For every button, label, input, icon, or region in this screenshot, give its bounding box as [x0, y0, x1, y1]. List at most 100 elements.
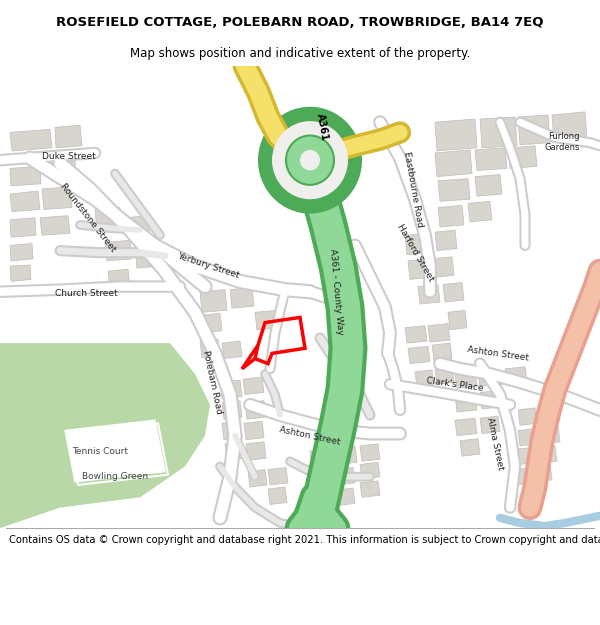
Polygon shape [222, 341, 242, 359]
Polygon shape [268, 487, 287, 504]
Polygon shape [435, 119, 477, 151]
Polygon shape [475, 148, 507, 171]
Polygon shape [220, 380, 242, 399]
Polygon shape [518, 447, 538, 464]
Text: Bowling Green: Bowling Green [82, 472, 148, 481]
Polygon shape [435, 150, 472, 177]
Polygon shape [540, 426, 560, 444]
Polygon shape [540, 405, 560, 422]
Polygon shape [478, 370, 502, 386]
Text: Eastbourne Road: Eastbourne Road [402, 151, 424, 228]
Polygon shape [95, 208, 122, 230]
Polygon shape [540, 446, 557, 463]
Text: A361 - County Way: A361 - County Way [328, 248, 344, 335]
Polygon shape [200, 313, 222, 333]
Polygon shape [335, 446, 357, 464]
Text: Polebarn Road: Polebarn Road [201, 349, 223, 415]
Polygon shape [552, 112, 587, 142]
Polygon shape [518, 115, 550, 145]
Polygon shape [200, 289, 227, 312]
Polygon shape [10, 191, 40, 212]
Polygon shape [428, 324, 450, 342]
Polygon shape [125, 216, 150, 238]
Polygon shape [480, 416, 500, 434]
Polygon shape [244, 421, 264, 440]
Polygon shape [408, 259, 430, 279]
Polygon shape [508, 146, 537, 168]
Circle shape [272, 121, 348, 199]
Polygon shape [10, 217, 36, 238]
Polygon shape [455, 392, 477, 412]
Polygon shape [518, 408, 537, 426]
Polygon shape [245, 401, 266, 419]
Polygon shape [515, 468, 534, 485]
Polygon shape [10, 129, 52, 151]
Polygon shape [268, 468, 288, 485]
Polygon shape [222, 401, 242, 419]
Polygon shape [105, 241, 132, 261]
Polygon shape [480, 117, 517, 148]
Polygon shape [200, 339, 220, 357]
Text: Furlong
Gardens: Furlong Gardens [545, 132, 580, 152]
Polygon shape [438, 179, 470, 201]
Polygon shape [360, 481, 380, 498]
Polygon shape [360, 462, 380, 479]
Polygon shape [505, 367, 527, 384]
Polygon shape [42, 187, 72, 209]
Polygon shape [312, 469, 332, 487]
Polygon shape [65, 420, 165, 482]
Polygon shape [455, 372, 477, 388]
Text: ROSEFIELD COTTAGE, POLEBARN ROAD, TROWBRIDGE, BA14 7EQ: ROSEFIELD COTTAGE, POLEBARN ROAD, TROWBR… [56, 16, 544, 29]
Polygon shape [255, 310, 280, 330]
Text: Church Street: Church Street [55, 289, 118, 298]
Polygon shape [405, 233, 432, 255]
Polygon shape [50, 161, 76, 181]
Text: Harford Street: Harford Street [395, 222, 435, 283]
Polygon shape [10, 265, 31, 281]
Circle shape [258, 107, 362, 214]
Polygon shape [243, 377, 264, 394]
Polygon shape [432, 343, 452, 361]
Polygon shape [230, 288, 254, 308]
Polygon shape [108, 269, 130, 289]
Polygon shape [408, 346, 430, 364]
Polygon shape [415, 370, 434, 386]
Polygon shape [435, 230, 457, 251]
Text: Roundstone Street: Roundstone Street [58, 182, 118, 254]
Polygon shape [310, 449, 332, 469]
Polygon shape [448, 310, 467, 330]
Polygon shape [0, 343, 210, 528]
Text: A361: A361 [314, 112, 329, 142]
Polygon shape [248, 469, 267, 487]
Polygon shape [460, 439, 480, 456]
Circle shape [286, 136, 334, 185]
Polygon shape [335, 488, 355, 506]
Text: Yerbury Street: Yerbury Street [176, 252, 240, 281]
Polygon shape [480, 391, 502, 409]
Text: Tennis Court: Tennis Court [72, 446, 128, 456]
Polygon shape [468, 201, 492, 222]
Text: Ashton Street: Ashton Street [467, 344, 529, 362]
Text: Clark's Place: Clark's Place [426, 376, 484, 392]
Polygon shape [455, 418, 477, 436]
Polygon shape [40, 216, 70, 235]
Polygon shape [443, 282, 464, 302]
Polygon shape [55, 125, 82, 148]
Text: Alma Street: Alma Street [485, 417, 505, 471]
Polygon shape [335, 468, 355, 485]
Polygon shape [435, 367, 454, 384]
Polygon shape [222, 421, 242, 440]
Polygon shape [438, 206, 464, 227]
Text: Ashton Street: Ashton Street [279, 425, 341, 446]
Polygon shape [314, 490, 334, 508]
Text: Duke Street: Duke Street [42, 152, 96, 161]
Circle shape [300, 150, 320, 171]
Polygon shape [10, 166, 41, 186]
Polygon shape [432, 257, 454, 278]
Polygon shape [535, 464, 552, 482]
Polygon shape [518, 428, 538, 446]
Polygon shape [10, 243, 33, 261]
Polygon shape [246, 442, 266, 460]
Polygon shape [360, 444, 380, 461]
Text: Map shows position and indicative extent of the property.: Map shows position and indicative extent… [130, 48, 470, 60]
